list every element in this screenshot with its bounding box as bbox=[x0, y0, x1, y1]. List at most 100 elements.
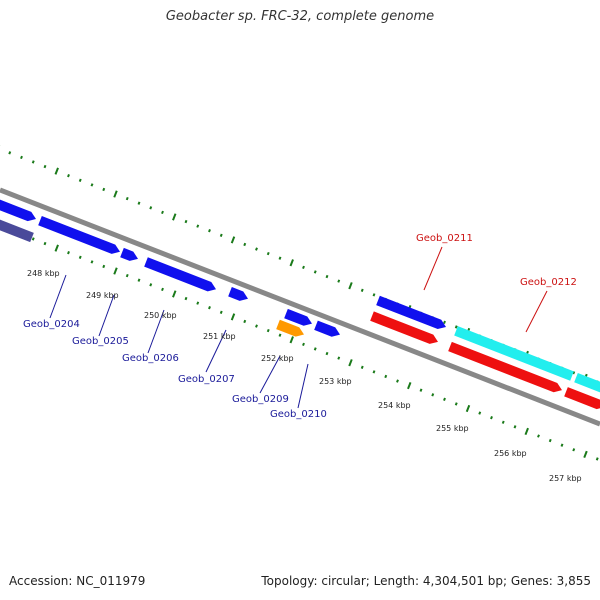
outer-tick bbox=[454, 325, 458, 329]
tick-label: 249 kbp bbox=[86, 291, 119, 300]
outer-tick bbox=[113, 190, 118, 198]
inner-tick bbox=[443, 397, 446, 402]
label-leader bbox=[147, 309, 165, 354]
inner-tick bbox=[372, 370, 376, 374]
inner-tick bbox=[278, 333, 282, 337]
inner-tick bbox=[208, 306, 211, 310]
gene-labels: Geob_0204 Geob_0205 Geob_0206 Geob_0207 Geob… bbox=[23, 233, 577, 420]
inner-tick bbox=[31, 237, 35, 241]
gene-feature bbox=[0, 219, 34, 243]
outer-tick bbox=[31, 160, 35, 164]
tick-label: 252 kbp bbox=[261, 354, 294, 363]
label-leaders bbox=[49, 246, 548, 409]
tick-labels: 248 kbp 249 kbp 250 kbp 251 kbp 252 kbp 253 k… bbox=[27, 269, 582, 483]
outer-tick bbox=[278, 256, 282, 260]
inner-tick bbox=[360, 365, 364, 369]
inner-tick bbox=[219, 310, 223, 314]
tick-label: 253 kbp bbox=[319, 377, 352, 386]
outer-tick bbox=[102, 187, 106, 192]
outer-tick bbox=[8, 151, 12, 155]
outer-tick bbox=[289, 259, 294, 267]
tick-label: 255 kbp bbox=[436, 424, 469, 433]
inner-tick-track bbox=[0, 222, 599, 461]
gene-label: Geob_0212 bbox=[520, 277, 577, 288]
gene-feature bbox=[454, 326, 574, 381]
outer-tick bbox=[149, 206, 153, 210]
outer-tick bbox=[67, 174, 70, 178]
inner-tick bbox=[583, 450, 588, 458]
inner-tick bbox=[289, 336, 294, 344]
outer-tick bbox=[372, 293, 376, 297]
inner-tick bbox=[465, 404, 471, 413]
outer-tick bbox=[54, 167, 59, 175]
inner-tick bbox=[560, 443, 564, 447]
outer-tick bbox=[208, 229, 211, 233]
gene-label: Geob_0207 bbox=[178, 374, 235, 385]
gene-label: Geob_0205 bbox=[72, 336, 129, 347]
label-leader bbox=[205, 329, 227, 373]
outer-tick bbox=[266, 251, 270, 256]
outer-tick bbox=[43, 164, 47, 169]
gene-feature bbox=[564, 387, 600, 410]
inner-tick bbox=[537, 434, 540, 438]
outer-tick bbox=[443, 320, 446, 325]
outer-tick bbox=[348, 282, 353, 290]
gene-feature bbox=[38, 215, 120, 254]
inner-tick bbox=[161, 287, 164, 292]
inner-tick bbox=[454, 402, 458, 406]
inner-tick bbox=[513, 425, 517, 429]
inner-tick bbox=[43, 241, 47, 246]
outer-tick bbox=[196, 224, 200, 228]
gene-feature bbox=[314, 320, 340, 337]
inner-tick bbox=[501, 420, 505, 424]
inner-tick bbox=[396, 379, 399, 383]
outer-tick bbox=[161, 210, 164, 215]
inner-tick bbox=[524, 427, 529, 436]
gene-label: Geob_0210 bbox=[270, 409, 327, 420]
inner-tick bbox=[255, 324, 258, 328]
gene-feature bbox=[228, 287, 248, 301]
outer-tick bbox=[137, 201, 141, 205]
tick-label: 250 kbp bbox=[144, 311, 177, 320]
outer-tick bbox=[172, 213, 177, 221]
topology-text: Topology: circular; Length: 4,304,501 bp… bbox=[261, 574, 591, 588]
inner-tick bbox=[478, 411, 482, 415]
outer-tick bbox=[337, 279, 341, 283]
outer-tick bbox=[313, 270, 317, 274]
inner-tick bbox=[243, 319, 247, 324]
tick-label: 251 kbp bbox=[203, 332, 236, 341]
inner-tick bbox=[54, 244, 59, 252]
tick-label: 257 kbp bbox=[549, 474, 582, 483]
gene-label: Geob_0204 bbox=[23, 319, 80, 330]
inner-tick bbox=[407, 381, 412, 390]
inner-tick bbox=[325, 351, 329, 356]
inner-tick bbox=[431, 393, 435, 397]
gene-feature bbox=[0, 199, 36, 222]
inner-tick bbox=[266, 328, 270, 333]
tick-label: 254 kbp bbox=[378, 401, 411, 410]
label-leader bbox=[259, 355, 281, 394]
outer-tick bbox=[125, 196, 129, 201]
outer-tick bbox=[302, 265, 305, 270]
inner-tick bbox=[230, 313, 236, 321]
inner-tick bbox=[595, 457, 599, 461]
outer-tick bbox=[219, 233, 223, 237]
inner-tick bbox=[67, 251, 70, 255]
accession-text: Accession: NC_011979 bbox=[9, 574, 146, 588]
inner-tick bbox=[90, 260, 94, 264]
outer-tick bbox=[184, 219, 188, 224]
gene-feature bbox=[448, 341, 562, 393]
inner-tick bbox=[172, 290, 177, 298]
outer-tick bbox=[255, 247, 258, 251]
inner-tick bbox=[313, 347, 317, 351]
inner-tick bbox=[337, 356, 341, 360]
inner-tick bbox=[102, 264, 106, 269]
inner-tick bbox=[419, 388, 423, 392]
inner-tick bbox=[572, 448, 576, 452]
tick-label: 248 kbp bbox=[27, 269, 60, 278]
backbone bbox=[0, 187, 600, 427]
label-leader bbox=[423, 246, 443, 291]
outer-tick bbox=[230, 236, 236, 244]
gene-feature bbox=[376, 295, 446, 330]
